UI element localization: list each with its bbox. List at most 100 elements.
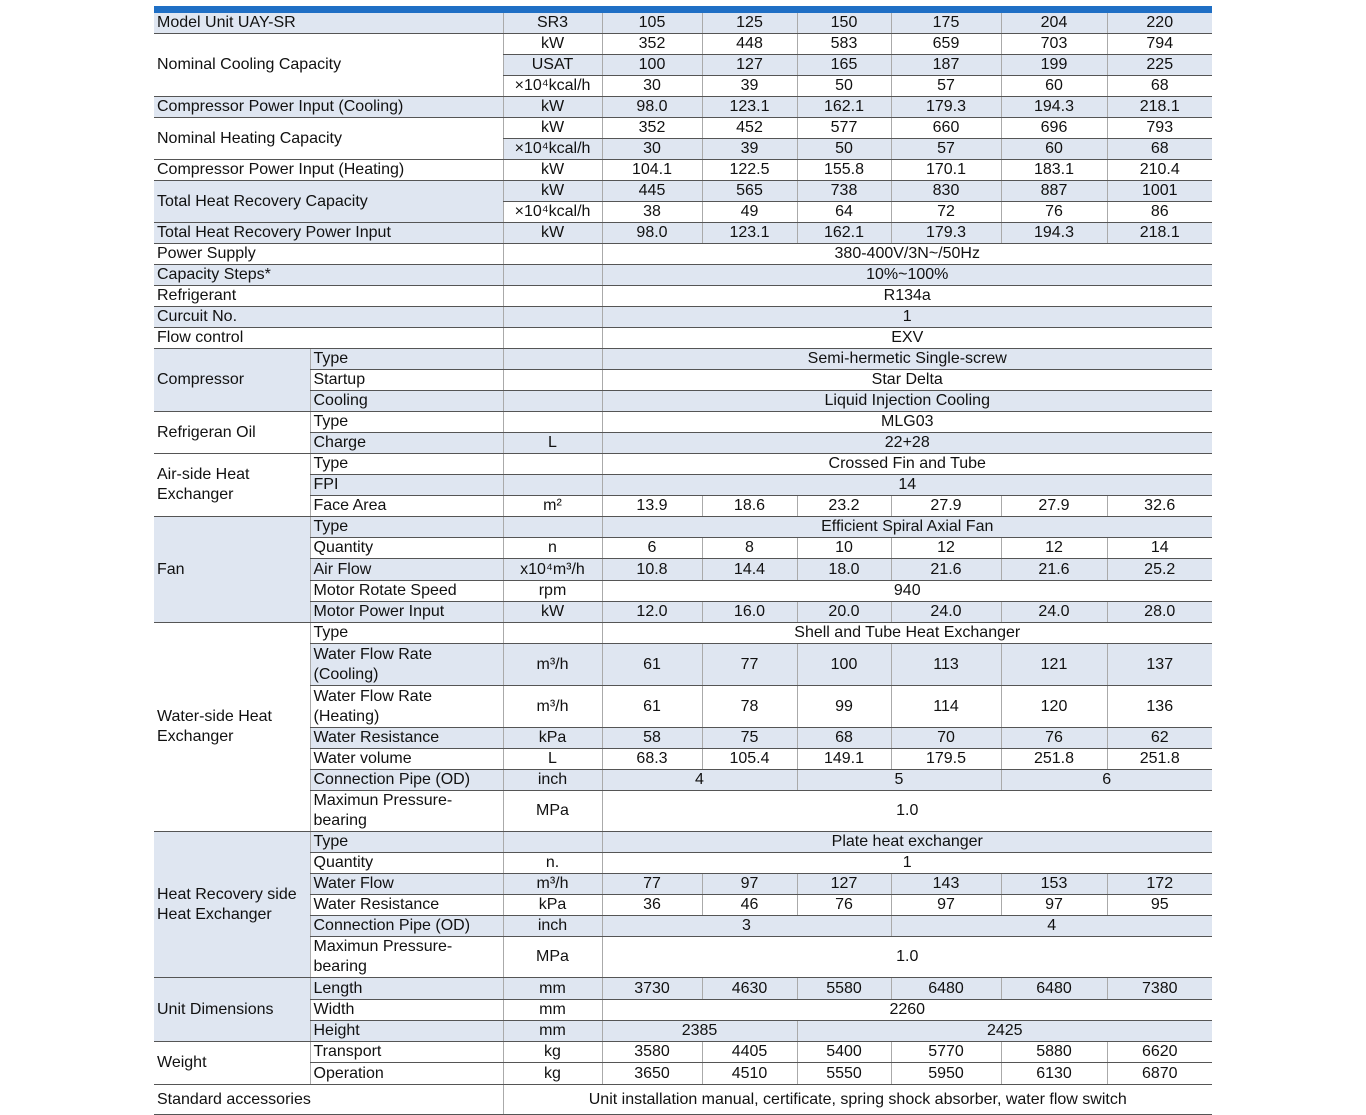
cell-value: MLG03 xyxy=(601,411,1212,433)
table-row: Compressor Power Input (Cooling) kW 98.0 12… xyxy=(154,96,1212,118)
cell-value: 21.6 xyxy=(1000,558,1107,581)
cell-value: 127 xyxy=(701,54,797,76)
row-label: Water Flow Rate (Cooling) xyxy=(309,643,503,686)
table-row: Connection Pipe (OD) inch 4 5 6 xyxy=(154,769,1212,791)
cell-value: Plate heat exchanger xyxy=(601,831,1212,853)
row-label: Refrigerant xyxy=(154,285,503,307)
cell-value: n xyxy=(502,537,602,559)
cell-value: 97 xyxy=(1000,894,1107,916)
table-row: ×10⁴kcal/h 30 39 50 57 60 68 xyxy=(154,75,1212,97)
row-label: Cooling xyxy=(309,390,503,412)
table-row: Curcuit No. 1 xyxy=(154,306,1212,328)
cell-value: 62 xyxy=(1106,727,1212,749)
cell-value: Efficient Spiral Axial Fan xyxy=(601,516,1212,538)
row-label: Connection Pipe (OD) xyxy=(309,769,503,791)
cell-value: 2260 xyxy=(601,999,1212,1021)
table-row: Startup Star Delta xyxy=(154,369,1212,391)
cell-value: 659 xyxy=(890,33,1001,55)
row-label: Type xyxy=(309,348,503,370)
row-label: Water Flow xyxy=(309,873,503,895)
table-row: Water Resistance kPa 58 75 68 70 76 62 xyxy=(154,727,1212,749)
cell-value: 6870 xyxy=(1106,1062,1212,1085)
cell-value: 60 xyxy=(1000,75,1107,97)
row-label: Unit Dimensions xyxy=(154,977,310,1042)
cell-value: 5550 xyxy=(796,1062,891,1085)
cell-value: 583 xyxy=(796,33,891,55)
cell-value: 99 xyxy=(796,685,891,728)
table-row: FPI 14 xyxy=(154,474,1212,496)
table-row: Total Heat Recovery Power Input kW 98.0 123… xyxy=(154,222,1212,244)
cell-value: 25.2 xyxy=(1106,558,1212,581)
row-label: Compressor Power Input (Heating) xyxy=(154,159,503,181)
row-label: Charge xyxy=(309,432,503,454)
row-label: Weight xyxy=(154,1041,310,1085)
cell-value: 1 xyxy=(601,306,1212,328)
cell-value: 122.5 xyxy=(701,159,797,181)
table-row: Quantity n 6 8 10 12 12 14 xyxy=(154,537,1212,559)
cell-value: x10⁴m³/h xyxy=(502,558,602,581)
empty-cell xyxy=(502,306,602,328)
cell-value: Star Delta xyxy=(601,369,1212,391)
row-label: Height xyxy=(309,1020,503,1042)
table-row: Heat Recovery side Heat Exchanger Type Pla… xyxy=(154,831,1212,978)
cell-value: 13.9 xyxy=(601,495,702,517)
cell-value: n. xyxy=(502,852,602,874)
cell-value: 23.2 xyxy=(796,495,891,517)
cell-value: kPa xyxy=(502,727,602,749)
cell-value: 793 xyxy=(1106,117,1212,139)
cell-value: 114 xyxy=(890,685,1001,728)
cell-value: 137 xyxy=(1106,643,1212,686)
cell-value: kg xyxy=(502,1062,602,1085)
cell-value: 703 xyxy=(1000,33,1107,55)
row-label: Type xyxy=(309,831,503,853)
table-row: USAT 100 127 165 187 199 225 xyxy=(154,54,1212,76)
cell-value: 10%~100% xyxy=(601,264,1212,286)
row-label: Quantity xyxy=(309,852,503,874)
spec-table-body: Model Unit UAY-SR SR3 105 125 150 175 204 220 No… xyxy=(154,13,1212,1115)
cell-value: USAT xyxy=(502,54,602,76)
cell-value: kg xyxy=(502,1041,602,1063)
cell-value: 830 xyxy=(890,180,1001,202)
cell-value: 76 xyxy=(1000,201,1107,223)
table-row: Water volume L 68.3 105.4 149.1 179.5 251.8 251… xyxy=(154,748,1212,770)
row-label: Curcuit No. xyxy=(154,306,503,328)
cell-value: 179.3 xyxy=(890,96,1001,118)
row-label: Water Flow Rate (Heating) xyxy=(309,685,503,728)
cell-value: kW xyxy=(502,159,602,181)
cell-value: 38 xyxy=(601,201,702,223)
cell-value: m² xyxy=(502,495,602,517)
cell-value: 20.0 xyxy=(796,601,891,623)
row-label: Connection Pipe (OD) xyxy=(309,915,503,937)
cell-value: 2425 xyxy=(796,1020,1212,1042)
row-label: Water-side Heat Exchanger xyxy=(154,622,310,832)
cell-value: 123.1 xyxy=(701,222,797,244)
cell-value: 577 xyxy=(796,117,891,139)
cell-value: kW xyxy=(502,601,602,623)
row-label: Width xyxy=(309,999,503,1021)
table-row: Width mm 2260 xyxy=(154,999,1212,1021)
row-label: Power Supply xyxy=(154,243,503,265)
cell-value: 165 xyxy=(796,54,891,76)
cell-value: 78 xyxy=(701,685,797,728)
cell-value: 12 xyxy=(890,537,1001,559)
cell-value: 6480 xyxy=(890,977,1001,1000)
empty-cell xyxy=(502,369,602,391)
cell-value: 60 xyxy=(1000,138,1107,160)
cell-value: 86 xyxy=(1106,201,1212,223)
table-row: Fan Type Efficient Spiral Axial Fan xyxy=(154,516,1212,623)
cell-value: 30 xyxy=(601,75,702,97)
cell-value: kW xyxy=(502,117,602,139)
cell-value: 30 xyxy=(601,138,702,160)
cell-value: 179.5 xyxy=(890,748,1001,770)
cell-value: 352 xyxy=(601,117,702,139)
cell-value: 76 xyxy=(796,894,891,916)
cell-value: inch xyxy=(502,915,602,937)
table-row: Air-side Heat Exchanger Type Crossed Fin a… xyxy=(154,453,1212,517)
cell-value: 39 xyxy=(701,75,797,97)
table-row: Nominal Heating Capacity kW 352 452 577 660 69… xyxy=(154,117,1212,160)
cell-value: 155.8 xyxy=(796,159,891,181)
table-row: Flow control EXV xyxy=(154,327,1212,349)
cell-value: ×10⁴kcal/h xyxy=(502,75,602,97)
row-label: Type xyxy=(309,622,503,644)
cell-value: 149.1 xyxy=(796,748,891,770)
